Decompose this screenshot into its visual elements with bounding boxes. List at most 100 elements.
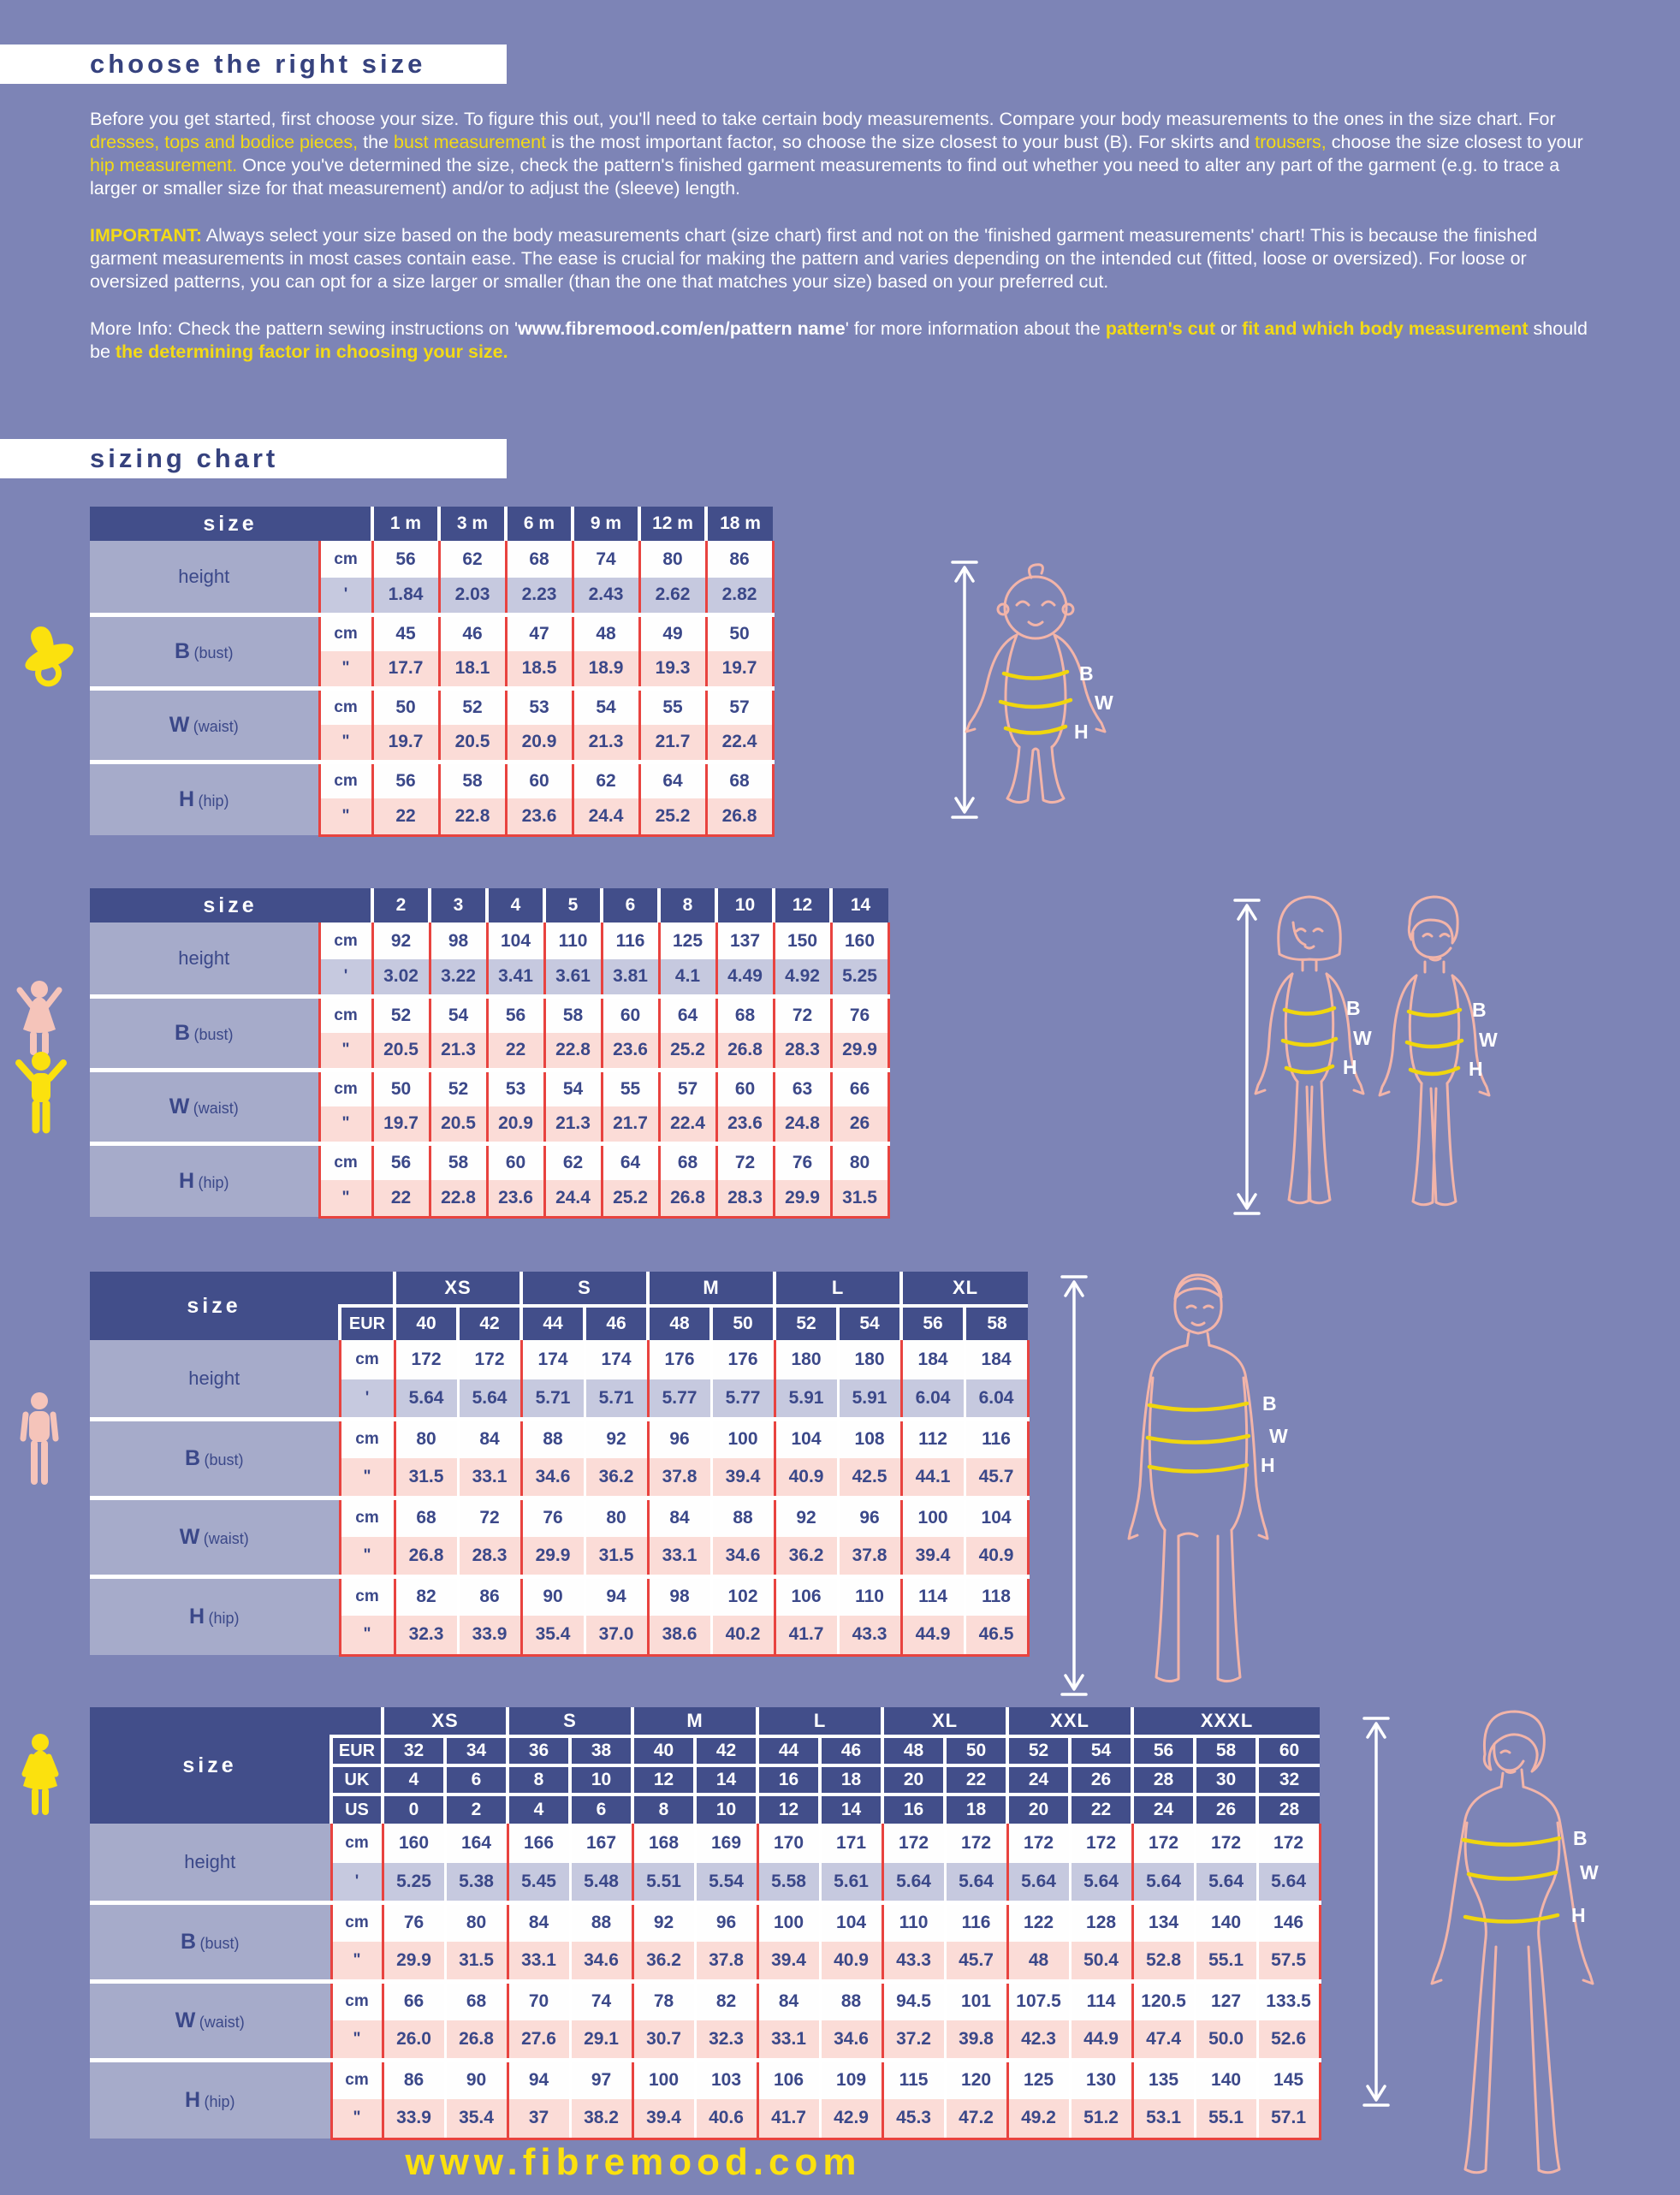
value-cell: 22.8 — [437, 798, 507, 837]
size-column-header: 28 — [1131, 1764, 1196, 1795]
unit-cell: " — [338, 1537, 396, 1576]
text-segment: dresses, tops and bodice pieces, — [90, 132, 359, 152]
value-cell: 33.1 — [456, 1458, 522, 1498]
value-cell: 180 — [773, 1340, 839, 1379]
value-cell: 28.3 — [715, 1180, 775, 1219]
value-cell: 25.2 — [657, 1033, 717, 1070]
unit-cell: cm — [318, 1067, 374, 1106]
kids-size-table: size 2 3 4 5 6 8 10 12 14 height cm 92 98 104 110 116 125… — [90, 888, 890, 1219]
value-cell: 86 — [456, 1574, 522, 1616]
value-cell: 35.4 — [443, 2099, 508, 2140]
text-segment: ' for more information about the — [845, 318, 1106, 339]
value-cell: 22.8 — [428, 1180, 488, 1219]
value-cell: 160 — [381, 1824, 445, 1863]
value-cell: 56 — [485, 994, 545, 1033]
value-cell: 184 — [899, 1340, 965, 1379]
size-column-header: 22 — [943, 1764, 1008, 1795]
measurement-label: H (hip) — [90, 2057, 331, 2139]
size-column-header: 14 — [693, 1764, 758, 1795]
woman-icon — [13, 1733, 68, 1818]
value-cell: 20.9 — [485, 1106, 545, 1143]
value-cell: 33.9 — [456, 1616, 522, 1657]
value-cell: 40.9 — [818, 1942, 883, 1981]
value-cell: 48 — [571, 612, 640, 651]
page-title: choose the right size — [90, 49, 426, 79]
value-cell: 84 — [506, 1900, 571, 1942]
value-cell: 122 — [1006, 1900, 1071, 1942]
value-cell: 49 — [638, 612, 707, 651]
text-segment: More Info: Check the pattern sewing inst… — [90, 318, 519, 339]
value-cell: 125 — [657, 922, 717, 959]
value-cell: 19.7 — [704, 651, 775, 688]
value-cell: 34.6 — [818, 2020, 883, 2060]
measurement-label: B (bust) — [90, 612, 319, 688]
value-cell: 50.4 — [1068, 1942, 1133, 1981]
value-cell: 53 — [504, 685, 573, 725]
value-cell: 63 — [772, 1067, 832, 1106]
unit-cell: " — [318, 1180, 374, 1219]
size-column-header: 18 — [818, 1764, 883, 1795]
value-cell: 3.22 — [428, 959, 488, 996]
size-header: size — [90, 1272, 340, 1340]
measurement-name: B — [174, 638, 191, 663]
value-cell: 127 — [1193, 1978, 1258, 2020]
size-column-header: 38 — [568, 1735, 633, 1765]
size-column-header: 30 — [1193, 1764, 1258, 1795]
website-footer: www.fibremood.com — [405, 2141, 862, 2183]
unit-cell: " — [329, 1942, 384, 1981]
size-column-header: 34 — [442, 1735, 508, 1765]
value-cell: 57.5 — [1256, 1942, 1321, 1981]
value-cell: 170 — [756, 1824, 821, 1863]
value-cell: 176 — [709, 1340, 775, 1379]
value-cell: 2.03 — [437, 578, 507, 614]
size-column-header: 3 — [428, 888, 488, 922]
unit-cell: cm — [338, 1495, 396, 1537]
size-column-header: 56 — [899, 1304, 965, 1340]
size-column-header: 10 — [693, 1793, 758, 1824]
value-cell: 5.77 — [646, 1379, 712, 1419]
value-cell: 22 — [371, 1180, 430, 1219]
value-cell: 20.9 — [504, 725, 573, 762]
value-cell: 145 — [1256, 2057, 1321, 2099]
value-cell: 45 — [371, 612, 440, 651]
value-cell: 29.9 — [381, 1942, 445, 1981]
measurement-name-detail: (hip) — [208, 1609, 240, 1627]
value-cell: 46 — [437, 612, 507, 651]
value-cell: 60 — [600, 994, 660, 1033]
value-cell: 37.8 — [836, 1537, 902, 1576]
value-cell: 52.8 — [1131, 1942, 1196, 1981]
pacifier-icon — [13, 620, 81, 693]
value-cell: 68 — [504, 541, 573, 578]
value-cell: 33.1 — [506, 1942, 571, 1981]
baby-figure-illustration: B W H — [929, 526, 1288, 834]
value-cell: 5.58 — [756, 1863, 821, 1902]
value-cell: 52.6 — [1256, 2020, 1321, 2060]
boy-outline — [1378, 895, 1491, 1207]
unit-cell: cm — [318, 685, 374, 725]
value-cell: 37 — [506, 2099, 571, 2140]
value-cell: 70 — [506, 1978, 571, 2020]
value-cell: 5.51 — [631, 1863, 696, 1902]
value-cell: 21.3 — [428, 1033, 488, 1070]
size-group-header: XL — [899, 1272, 1029, 1308]
value-cell: 167 — [568, 1824, 633, 1863]
value-cell: 52 — [437, 685, 507, 725]
value-cell: 114 — [1068, 1978, 1133, 2020]
size-column-header: 2 — [371, 888, 430, 922]
text-segment: bust measurement — [393, 132, 547, 152]
size-header-ext — [331, 1707, 383, 1736]
size-header: size — [90, 1707, 331, 1824]
value-cell: 21.3 — [571, 725, 640, 762]
unit-cell: cm — [338, 1416, 396, 1458]
size-column-header: 18 — [943, 1793, 1008, 1824]
measurement-label: B (bust) — [90, 994, 319, 1070]
size-column-header: 48 — [646, 1304, 712, 1340]
unit-cell: ' — [329, 1863, 384, 1902]
value-cell: 103 — [693, 2057, 758, 2099]
size-column-header: 6 m — [504, 507, 573, 541]
value-cell: 40.2 — [709, 1616, 775, 1657]
value-cell: 55 — [638, 685, 707, 725]
value-cell: 5.71 — [519, 1379, 585, 1419]
value-cell: 100 — [899, 1495, 965, 1537]
measurement-name: W — [179, 1524, 200, 1549]
